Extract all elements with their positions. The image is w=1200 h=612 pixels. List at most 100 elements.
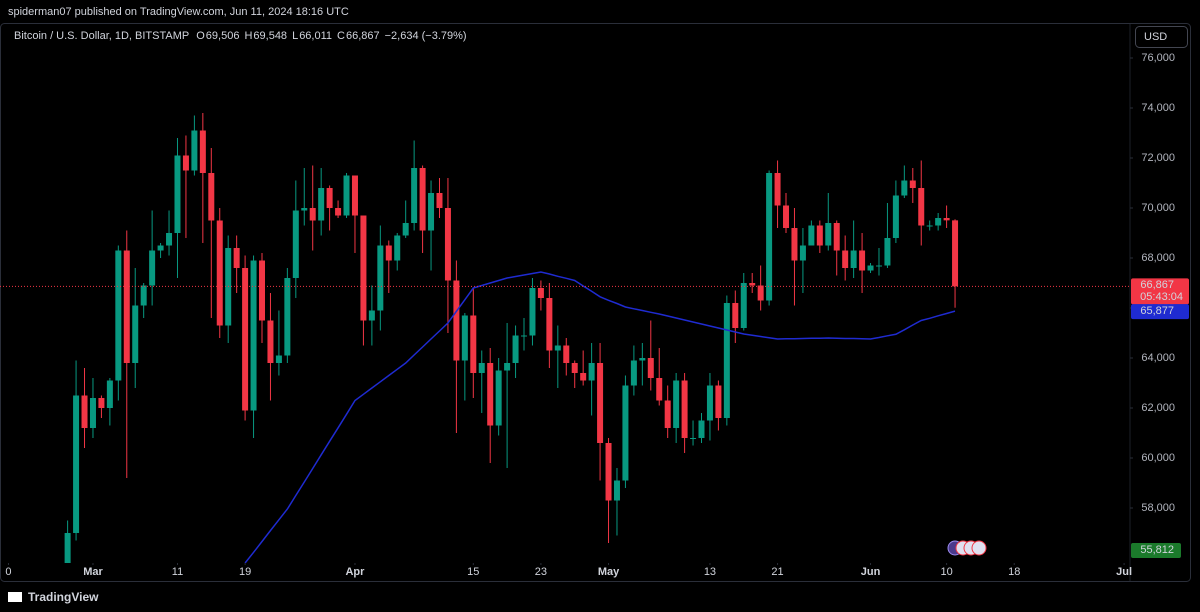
candle-body [132,305,139,363]
candle-body [478,363,485,373]
currency-button-label[interactable]: USD [1144,31,1167,43]
candle-body [580,373,587,381]
candle-body [783,205,790,228]
x-tick-label: 19 [239,566,251,578]
candle-body [360,215,367,321]
candle-body [284,278,291,356]
x-tick-label: 18 [1008,566,1020,578]
legend-key: L [292,30,298,42]
candle-body [918,188,925,226]
candle-body [808,225,815,246]
candle-body [157,245,164,251]
candle-body [537,288,544,298]
candle-body [166,233,173,246]
candle-body [351,175,358,216]
candle-body [73,395,80,533]
candle-body [495,370,502,426]
candle-body [326,188,333,208]
candle-body [884,238,891,266]
x-tick-label: 13 [704,566,716,578]
candle-body [140,285,147,306]
legend-value: 69,548 [253,30,287,42]
candle-body [715,385,722,418]
y-tick-label: 70,000 [1141,202,1175,214]
x-tick-label: 15 [467,566,479,578]
y-tick-label: 72,000 [1141,152,1175,164]
candle-body [723,303,730,418]
candle-body [622,385,629,481]
last-price-tag [1131,278,1189,305]
candle-body [208,173,215,221]
candle-body [825,223,832,246]
candle-body [639,358,646,361]
candle-body [563,345,570,363]
candle-body [656,378,663,401]
x-tick-label: Apr [345,566,365,578]
candle-body [791,228,798,261]
moving-average [244,271,956,563]
candle-body [850,250,857,268]
legend-key: H [244,30,252,42]
candle-body [233,248,240,268]
candle-body [394,235,401,261]
candle-body [875,265,882,267]
candle-body [774,173,781,206]
candle-body [343,175,350,216]
legend-key: C [337,30,345,42]
last-price-label: 66,867 [1140,279,1174,291]
candle-body [698,420,705,438]
event-icons[interactable] [947,540,987,556]
legend-value: 69,506 [206,30,240,42]
candle-body [571,363,578,373]
legend-title: Bitcoin / U.S. Dollar, 1D, BITSTAMP [14,30,189,42]
candle-body [554,345,561,351]
candle-body [766,173,773,301]
candle-body [664,400,671,428]
candle-body [892,195,899,238]
brand-name: TradingView [28,590,99,604]
candle-body [436,193,443,208]
candle-body [504,363,511,371]
candle-body [250,260,257,411]
x-tick-label: Jun [861,566,881,578]
candle-body [419,168,426,231]
candle-body [799,245,806,261]
x-tick-label: 11 [172,566,183,578]
candle-body [521,335,528,337]
candle-body [402,223,409,236]
candle-body [242,268,249,411]
x-tick-label: Jul [1116,566,1132,578]
candle-body [842,250,849,268]
candle-body [867,265,874,271]
y-tick-label: 74,000 [1141,102,1175,114]
x-tick-label: May [598,566,620,578]
candle-body [292,210,299,278]
x-tick-label: 23 [535,566,547,578]
candle-body [81,395,88,428]
candle-body [909,180,916,188]
candle-body [546,298,553,351]
legend-change: −2,634 (−3.79%) [385,30,467,42]
ma-price-tag [1131,304,1189,320]
candle-body [64,533,71,563]
candle-body [901,180,908,196]
candle-body [106,380,113,408]
candle-body [732,303,739,328]
currency-button[interactable] [1135,26,1188,48]
candle-body [605,443,612,501]
candle-body [706,385,713,421]
candle-body [98,398,105,408]
candle-body [816,225,823,246]
candle-body [588,363,595,381]
candle-body [275,355,282,363]
candle-body [182,155,189,171]
candle-body [512,335,519,363]
y-tick-label: 58,000 [1141,502,1175,514]
x-tick-label: Mar [83,566,103,578]
candle-body [681,380,688,438]
candle-body [149,250,156,286]
candle-body [470,315,477,373]
candle-body [444,208,451,281]
